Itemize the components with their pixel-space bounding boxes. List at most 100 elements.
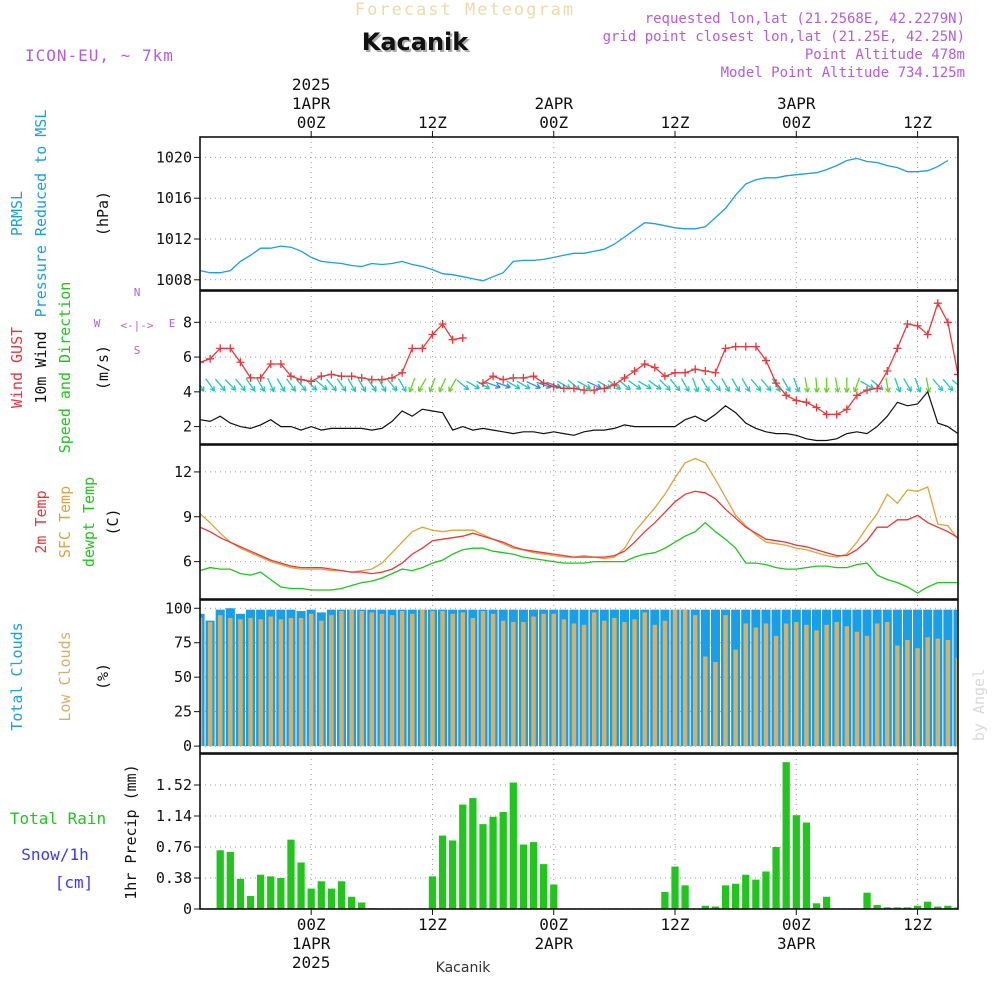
panel-label: Speed and Direction bbox=[56, 282, 74, 454]
low-cloud-bar bbox=[349, 609, 354, 747]
gust-marker bbox=[822, 410, 831, 419]
rain-bar bbox=[772, 847, 780, 909]
wind-arrow-head bbox=[535, 383, 541, 390]
gust-marker bbox=[883, 366, 892, 375]
gust-marker bbox=[620, 373, 629, 382]
rain-bar bbox=[246, 895, 255, 909]
rain-bar bbox=[267, 876, 275, 909]
gust-marker bbox=[761, 356, 770, 365]
wind-arrow bbox=[418, 378, 427, 392]
wind-arrow-head bbox=[843, 387, 850, 393]
rain-bar bbox=[732, 883, 740, 909]
wind-arrow bbox=[951, 379, 958, 386]
rain-bar bbox=[934, 906, 942, 909]
gust-marker bbox=[782, 391, 791, 400]
wind-arrow-head bbox=[625, 384, 631, 391]
low-cloud-bar bbox=[460, 612, 465, 747]
gust-marker bbox=[266, 360, 275, 369]
clouds-data bbox=[200, 608, 958, 747]
wind-arrow-head bbox=[947, 385, 954, 392]
bottom-time-label: 3APR bbox=[777, 934, 816, 953]
low-cloud-bar bbox=[682, 609, 688, 747]
rain-bar bbox=[529, 842, 538, 909]
low-cloud-bar bbox=[450, 613, 455, 747]
y-tick-label: 1008 bbox=[156, 271, 192, 289]
gust-marker bbox=[741, 342, 750, 351]
wind-arrow-head bbox=[484, 384, 491, 390]
low-cloud-bar bbox=[200, 617, 203, 747]
precip-frame bbox=[199, 753, 959, 910]
wind-arrow bbox=[885, 377, 890, 393]
rain-bar bbox=[944, 905, 952, 909]
compass-arrows: <-|-> bbox=[120, 319, 153, 332]
top-time-label: 1APR bbox=[292, 94, 331, 113]
y-tick-label: 1020 bbox=[156, 148, 192, 166]
wind-arrow-head bbox=[804, 387, 810, 393]
rain-bar bbox=[297, 862, 305, 909]
low-cloud-bar bbox=[258, 619, 263, 747]
wind-arrow bbox=[618, 379, 631, 391]
wind-arrow bbox=[205, 378, 215, 392]
wind-arrow bbox=[628, 380, 642, 390]
low-cloud-bar bbox=[945, 639, 951, 747]
wind-arrow-head bbox=[321, 384, 328, 391]
y-tick-label: 8 bbox=[183, 313, 192, 331]
compass-rose: N S W E <-|-> bbox=[94, 286, 176, 357]
rain-bar bbox=[257, 874, 265, 909]
unit-label: (m/s) bbox=[94, 345, 112, 390]
wind-arrow bbox=[932, 378, 944, 392]
top-time-label: 12Z bbox=[661, 113, 690, 132]
rain-bar bbox=[307, 888, 315, 909]
wind-arrow-head bbox=[220, 385, 226, 392]
low-cloud-bar bbox=[581, 624, 587, 747]
wind-arrow bbox=[295, 378, 307, 392]
wind-arrow-head bbox=[915, 386, 922, 393]
wind-arrow bbox=[692, 377, 699, 393]
grid-point-coords: grid point closest lon,lat (21.25E, 42.2… bbox=[603, 29, 965, 45]
gust-marker bbox=[216, 344, 225, 353]
wind-arrow-head bbox=[959, 385, 964, 390]
wind-arrow-head bbox=[884, 387, 891, 393]
gust-marker bbox=[226, 344, 235, 353]
rain-bar bbox=[226, 851, 234, 909]
gust-marker bbox=[549, 382, 558, 391]
rain-bar bbox=[873, 904, 881, 909]
gust-marker bbox=[286, 372, 295, 381]
rain-bar bbox=[489, 816, 497, 909]
gust-marker bbox=[539, 379, 548, 388]
gust-marker bbox=[438, 320, 447, 329]
wind-arrow-head bbox=[438, 386, 444, 393]
gust-marker bbox=[418, 344, 427, 353]
wind-speed-line bbox=[200, 390, 958, 442]
low-cloud-bar bbox=[591, 612, 597, 747]
requested-coords: requested lon,lat (21.2568E, 42.2279N) bbox=[645, 11, 965, 27]
rain-bar bbox=[459, 804, 467, 909]
wind-arrow-head bbox=[734, 386, 741, 392]
top-time-label: 12Z bbox=[903, 113, 932, 132]
unit-label: (%) bbox=[94, 663, 112, 690]
sfc-temp-line bbox=[200, 457, 958, 573]
low-cloud-bar bbox=[854, 631, 860, 747]
panel-label: dewpt Temp bbox=[80, 477, 98, 567]
gust-marker bbox=[317, 372, 326, 381]
rain-bar bbox=[469, 798, 477, 909]
gust-marker bbox=[913, 321, 922, 330]
low-cloud-bar bbox=[713, 662, 718, 747]
rain-bar bbox=[711, 906, 720, 909]
low-cloud-bar bbox=[672, 609, 678, 747]
y-tick-label: 6 bbox=[183, 553, 192, 571]
wind-arrow-head bbox=[428, 386, 435, 393]
low-cloud-bar bbox=[824, 624, 829, 747]
wind-arrow-head bbox=[794, 386, 801, 393]
wind-arrow-head bbox=[360, 386, 367, 392]
y-tick-label: 0.76 bbox=[156, 838, 192, 856]
unit-label: 1hr Precip (mm) bbox=[122, 764, 140, 899]
gust-marker bbox=[933, 299, 942, 308]
rain-bar bbox=[671, 866, 679, 909]
gust-marker bbox=[200, 358, 204, 367]
rain-bar bbox=[428, 876, 437, 909]
panel-label: 10m Wind bbox=[32, 331, 50, 403]
gust-marker bbox=[569, 384, 578, 393]
rain-bar bbox=[903, 907, 912, 909]
